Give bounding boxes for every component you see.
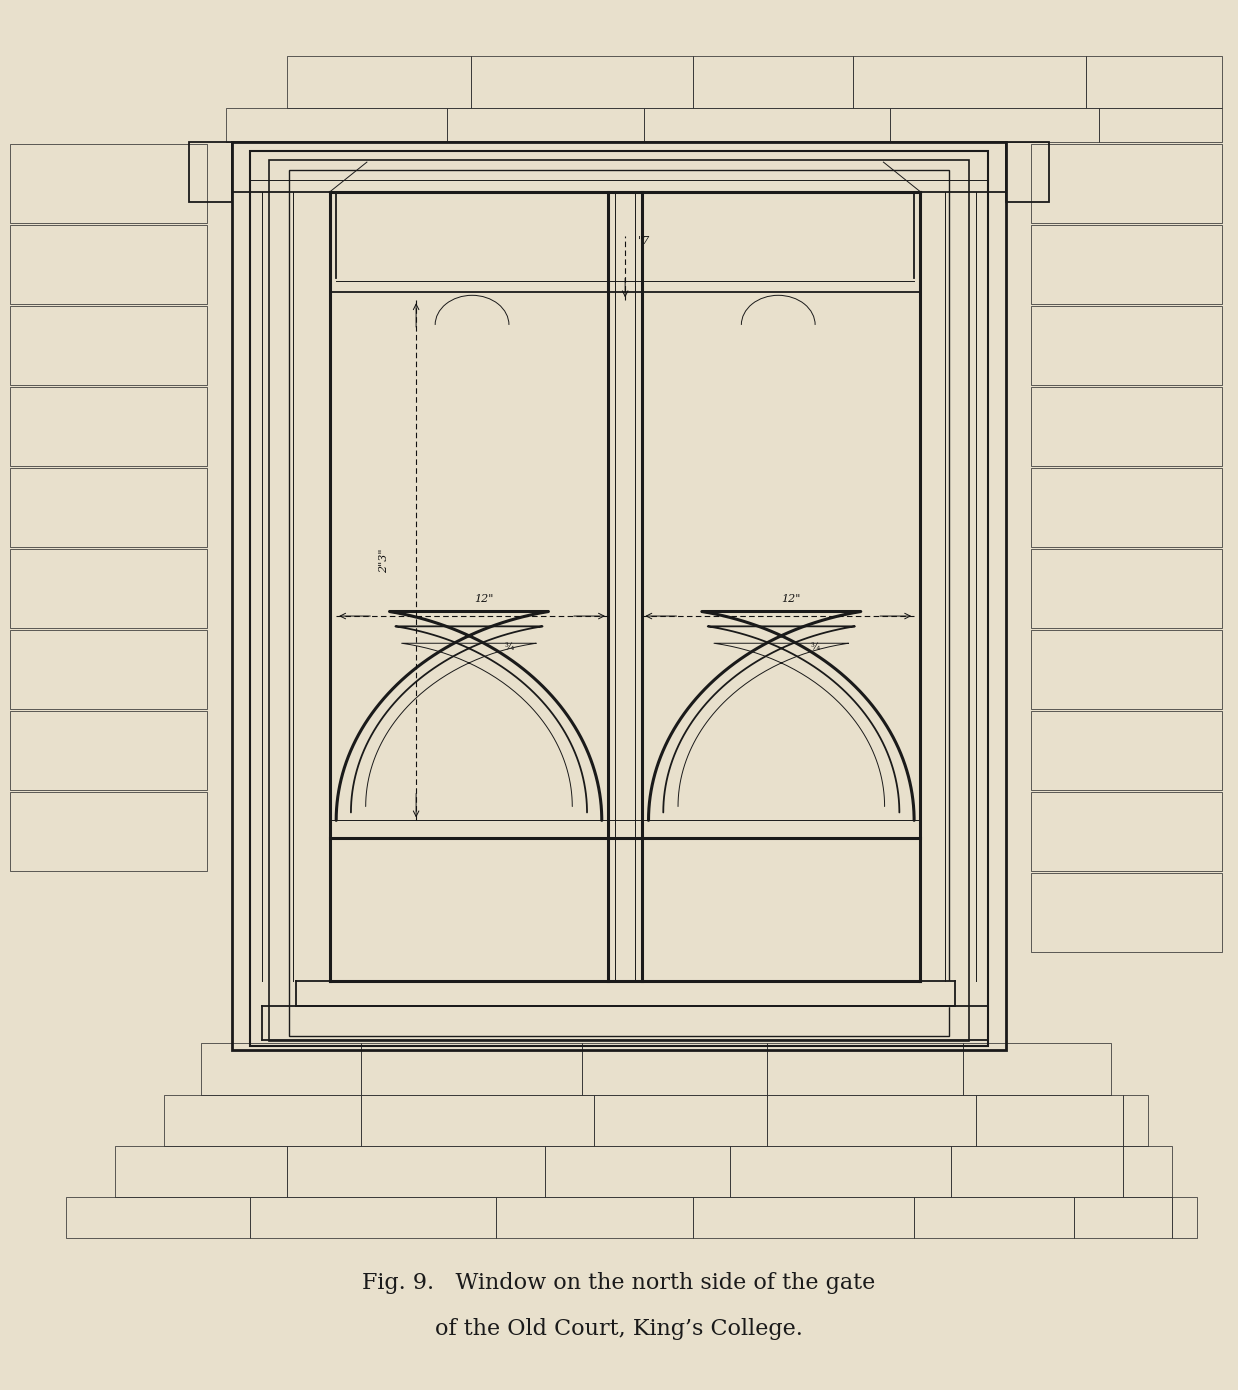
Bar [287,1145,545,1197]
Bar [545,1145,729,1197]
Bar [201,1044,360,1095]
Bar [496,1197,693,1238]
Bar [1086,57,1222,108]
Text: Fig. 9.   Window on the north side of the gate: Fig. 9. Window on the north side of the … [363,1272,875,1294]
Bar [594,1095,766,1145]
Bar [290,170,948,1037]
Bar [693,1197,914,1238]
Bar [1031,225,1222,304]
Bar [10,468,207,546]
Bar [269,160,969,1041]
Text: 12": 12" [781,594,800,605]
Bar [287,57,472,108]
Bar [693,57,853,108]
Bar [360,1044,582,1095]
Bar [225,108,447,142]
Bar [250,152,988,1045]
Bar [66,1197,250,1238]
Bar [766,1095,976,1145]
Bar [1031,145,1222,224]
Bar [766,1044,963,1095]
Bar [10,549,207,628]
Bar [1031,710,1222,790]
Bar [250,1197,496,1238]
Bar [1098,108,1222,142]
Text: ¾: ¾ [504,644,514,653]
Bar [1172,1197,1197,1238]
Bar [115,1145,287,1197]
Bar [644,108,890,142]
Bar [1031,468,1222,546]
Bar [582,1044,766,1095]
Bar [1123,1095,1148,1145]
Bar [10,306,207,385]
Bar [10,225,207,304]
Bar [976,1095,1123,1145]
Bar [10,630,207,709]
Bar [914,1197,1075,1238]
Bar [10,792,207,870]
Text: "7: "7 [638,236,650,246]
Bar [1031,792,1222,870]
Bar [1123,1145,1172,1197]
Bar [10,386,207,466]
Bar [890,108,1098,142]
Bar [1031,306,1222,385]
Text: 2"3": 2"3" [379,548,389,573]
Bar [1031,873,1222,952]
Bar [1031,630,1222,709]
Bar [951,1145,1123,1197]
Bar [853,57,1086,108]
Bar [447,108,644,142]
Bar [163,1095,360,1145]
Bar [729,1145,951,1197]
Text: of the Old Court, King’s College.: of the Old Court, King’s College. [435,1318,803,1340]
Bar [10,145,207,224]
Bar [1075,1197,1172,1238]
Text: ¾: ¾ [811,644,820,653]
Bar [1031,386,1222,466]
Bar [963,1044,1110,1095]
Bar [10,710,207,790]
Bar [472,57,693,108]
Bar [232,142,1006,1051]
Text: 12": 12" [474,594,494,605]
Bar [1031,549,1222,628]
Bar [360,1095,594,1145]
